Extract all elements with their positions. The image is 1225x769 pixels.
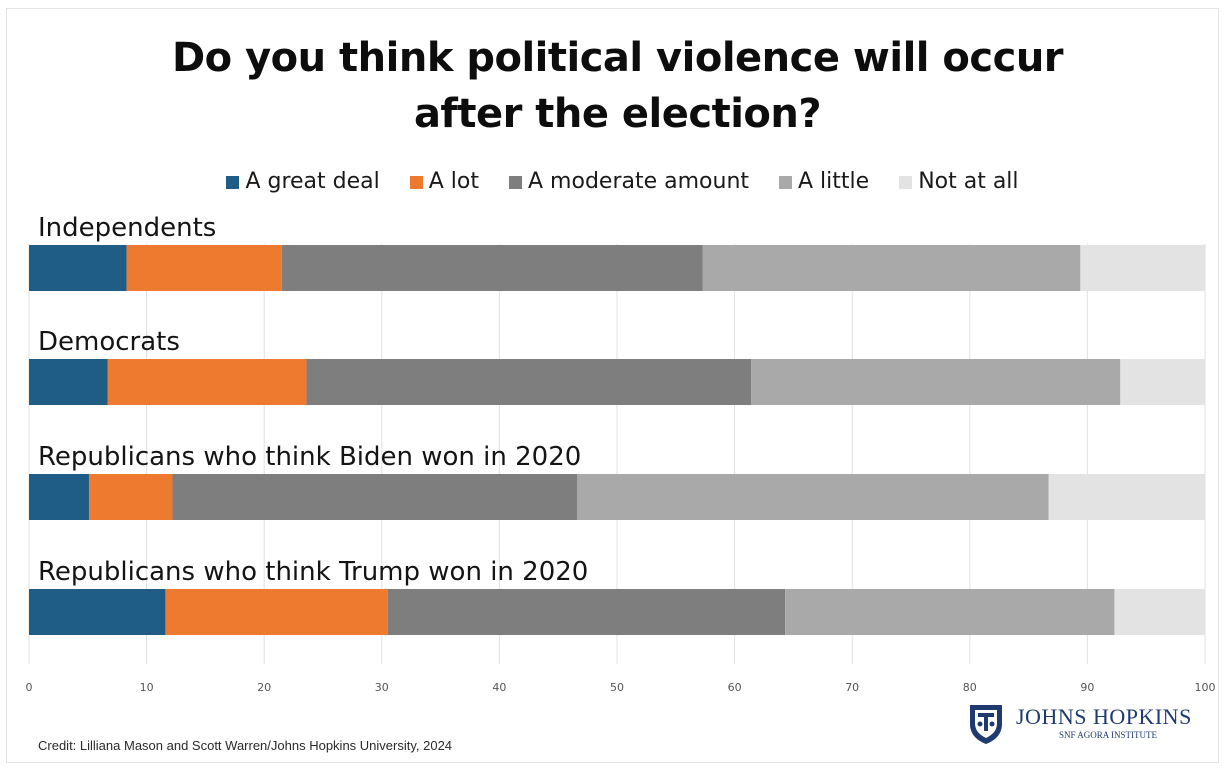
bar-segment (126, 245, 282, 291)
bar-segment (1048, 474, 1205, 520)
legend-item: A moderate amount (509, 168, 749, 196)
bar-segment (702, 245, 1081, 291)
x-tick-label: 0 (26, 681, 33, 694)
x-tick-label: 20 (257, 681, 271, 694)
bar-segment (29, 474, 89, 520)
x-tick-label: 50 (610, 681, 624, 694)
bar-segment (29, 359, 108, 405)
legend-item: A lot (409, 168, 480, 196)
bar-segment (387, 589, 786, 635)
logo-subtitle: SNF AGORA INSTITUTE (1058, 730, 1157, 740)
legend-swatch (899, 175, 913, 189)
chart-legend: A great deal A lot A moderate amount A litt… (0, 168, 1225, 196)
category-label: Independents (38, 213, 216, 243)
chart-title: Do you think political violence will occ… (171, 35, 1064, 137)
x-tick-label: 30 (375, 681, 389, 694)
legend-label: A great deal (245, 169, 380, 194)
category-label: Republicans who think Biden won in 2020 (38, 442, 581, 472)
legend-label: A little (798, 169, 870, 194)
bar-segment (577, 474, 1049, 520)
category-label: Democrats (38, 327, 180, 357)
bar-segment (172, 474, 578, 520)
bar-segment (29, 245, 127, 291)
x-tick-label: 90 (1080, 681, 1094, 694)
bar-segment (165, 589, 388, 635)
x-tick-label: 100 (1195, 681, 1216, 694)
x-tick-label: 10 (140, 681, 154, 694)
logo-name: JOHNS HOPKINS (1016, 704, 1192, 729)
bar-segment (1120, 359, 1205, 405)
bar-segment (1080, 245, 1205, 291)
x-tick-label: 40 (492, 681, 506, 694)
x-tick-label: 80 (963, 681, 977, 694)
legend-label: A moderate amount (528, 169, 750, 194)
legend-swatch (409, 175, 423, 189)
x-tick-label: 70 (845, 681, 859, 694)
bar-segment (281, 245, 703, 291)
x-tick-label: 60 (728, 681, 742, 694)
legend-swatch (509, 175, 523, 189)
legend-item: Not at all (899, 168, 1019, 196)
chart-frame (6, 8, 1219, 763)
legend-label: Not at all (918, 169, 1019, 194)
bar-segment (306, 359, 752, 405)
legend-item: A great deal (226, 168, 380, 196)
credit-line: Credit: Lilliana Mason and Scott Warren/… (38, 738, 453, 753)
bar-segment (107, 359, 307, 405)
johns-hopkins-logo: JOHNS HOPKINS SNF AGORA INSTITUTE (966, 700, 1206, 750)
category-label: Republicans who think Trump won in 2020 (38, 557, 588, 587)
bar-segment (88, 474, 173, 520)
bar-segment (29, 589, 166, 635)
bar-segment (751, 359, 1121, 405)
legend-item: A little (779, 168, 869, 196)
legend-label: A lot (428, 169, 480, 194)
bar-segment (1114, 589, 1205, 635)
university-shield-icon (970, 705, 1002, 744)
legend-swatch (226, 175, 240, 189)
legend-swatch (779, 175, 793, 189)
bar-segment (785, 589, 1115, 635)
